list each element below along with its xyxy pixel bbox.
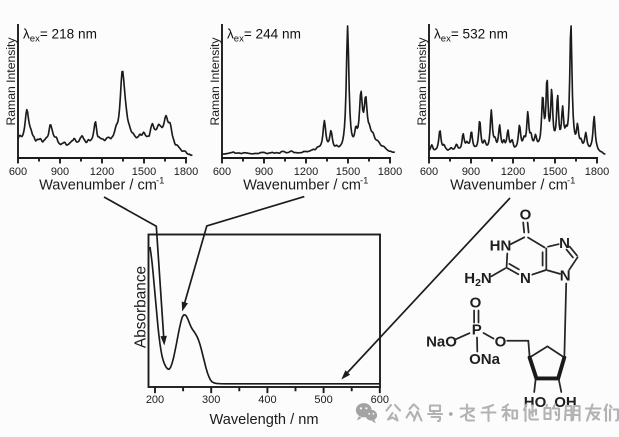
svg-text:O: O [495, 334, 507, 351]
svg-text:P: P [472, 322, 482, 339]
svg-text:200: 200 [146, 394, 164, 406]
svg-text:λex= 218 nm: λex= 218 nm [23, 27, 97, 45]
svg-text:Raman Intensity: Raman Intensity [415, 37, 429, 126]
svg-text:900: 900 [51, 166, 69, 178]
svg-text:N: N [560, 268, 571, 285]
svg-text:1200: 1200 [501, 166, 525, 178]
svg-text:1500: 1500 [543, 166, 567, 178]
svg-text:400: 400 [258, 394, 276, 406]
svg-text:1500: 1500 [132, 166, 156, 178]
svg-text:-1: -1 [360, 175, 368, 186]
svg-text:-1: -1 [156, 175, 164, 186]
svg-text:H2N: H2N [464, 270, 492, 289]
svg-text:HN: HN [490, 238, 512, 255]
svg-text:Wavenumber / cm: Wavenumber / cm [39, 177, 157, 193]
svg-text:Wavenumber / cm: Wavenumber / cm [450, 177, 568, 193]
svg-text:1200: 1200 [294, 166, 318, 178]
svg-text:N: N [559, 235, 570, 252]
svg-text:ONa: ONa [469, 351, 501, 368]
svg-text:NaO: NaO [426, 333, 457, 350]
svg-text:O: O [520, 207, 532, 224]
svg-text:λex= 532 nm: λex= 532 nm [434, 27, 508, 45]
svg-text:900: 900 [462, 166, 480, 178]
svg-text:1200: 1200 [90, 166, 114, 178]
svg-text:600: 600 [371, 394, 389, 406]
svg-text:300: 300 [202, 394, 220, 406]
svg-text:1800: 1800 [585, 166, 609, 178]
svg-text:N: N [520, 270, 531, 287]
svg-text:600: 600 [213, 166, 231, 178]
svg-text:900: 900 [255, 166, 273, 178]
svg-text:-1: -1 [567, 175, 575, 186]
svg-text:Wavelength / nm: Wavelength / nm [210, 412, 319, 428]
svg-text:Raman Intensity: Raman Intensity [208, 37, 222, 126]
svg-text:Wavenumber / cm: Wavenumber / cm [243, 177, 361, 193]
svg-text:Raman Intensity: Raman Intensity [4, 37, 18, 126]
svg-text:Absorbance: Absorbance [132, 266, 149, 348]
svg-text:500: 500 [314, 394, 332, 406]
svg-text:λex= 244 nm: λex= 244 nm [227, 27, 301, 45]
svg-text:HO: HO [524, 394, 547, 411]
svg-text:1500: 1500 [336, 166, 360, 178]
svg-text:1800: 1800 [378, 166, 402, 178]
svg-text:600: 600 [420, 166, 438, 178]
svg-text:600: 600 [9, 166, 27, 178]
svg-text:O: O [470, 294, 482, 311]
svg-text:1800: 1800 [174, 166, 198, 178]
